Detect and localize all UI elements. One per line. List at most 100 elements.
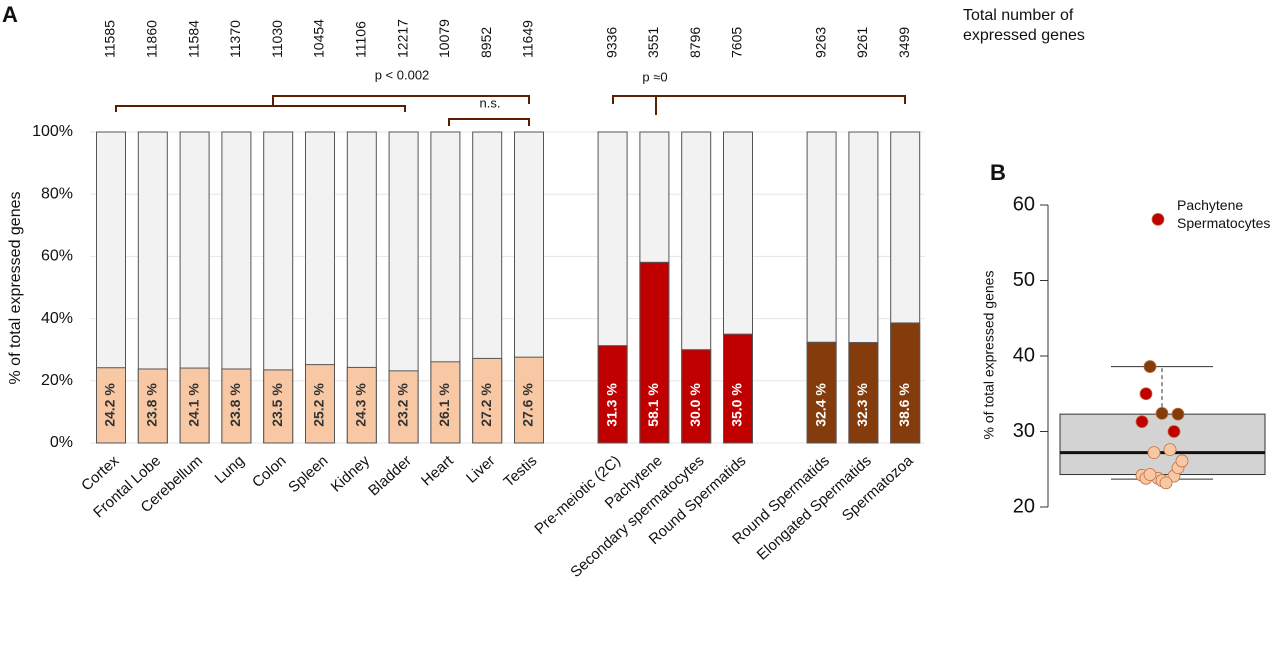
total-label: 10079 bbox=[436, 19, 452, 58]
value-label: 32.3 % bbox=[854, 383, 870, 427]
value-label: 23.8 % bbox=[227, 383, 243, 427]
totals-label: Total number of expressed genes bbox=[963, 7, 1085, 44]
value-label: 30.0 % bbox=[687, 383, 703, 427]
x-tick-label: Colon bbox=[249, 452, 290, 491]
x-tick-label: Heart bbox=[418, 452, 457, 490]
point bbox=[1151, 212, 1165, 226]
bar bbox=[430, 361, 461, 444]
bracket bbox=[612, 95, 906, 115]
value-label: 32.4 % bbox=[812, 383, 828, 427]
point bbox=[1175, 454, 1189, 468]
total-label: 9336 bbox=[603, 27, 619, 58]
value-label: 24.2 % bbox=[102, 383, 118, 427]
bracket bbox=[272, 95, 530, 106]
total-label: 9263 bbox=[812, 27, 828, 58]
bar bbox=[221, 368, 252, 444]
panel-label: A bbox=[2, 2, 18, 27]
point bbox=[1159, 476, 1173, 490]
point bbox=[1143, 468, 1157, 481]
bar bbox=[137, 368, 168, 444]
bar bbox=[96, 367, 126, 444]
bar bbox=[305, 364, 335, 444]
total-label: 3499 bbox=[896, 27, 912, 58]
bar bbox=[472, 357, 503, 444]
panel-label: B bbox=[990, 160, 1006, 185]
point bbox=[1155, 406, 1169, 420]
value-label: 35.0 % bbox=[729, 383, 745, 427]
value-label: 24.1 % bbox=[185, 383, 201, 427]
legend-label: Pachytene Spermatocytes bbox=[1177, 197, 1271, 231]
value-label: 26.1 % bbox=[436, 383, 452, 427]
value-label: 24.3 % bbox=[353, 383, 369, 427]
annotation: p ≈0 bbox=[642, 69, 667, 84]
box bbox=[1059, 413, 1266, 476]
point bbox=[1147, 446, 1161, 460]
total-label: 9261 bbox=[854, 27, 870, 58]
brackets bbox=[115, 95, 906, 126]
bar bbox=[848, 342, 879, 444]
total-label: 12217 bbox=[394, 19, 410, 58]
total-label: 11030 bbox=[269, 20, 285, 58]
point bbox=[1143, 360, 1157, 373]
bar bbox=[806, 341, 837, 444]
bar bbox=[681, 349, 712, 444]
y-tick-label: 80% bbox=[41, 185, 73, 202]
point bbox=[1163, 443, 1177, 457]
y-tick-label: 50 bbox=[1013, 269, 1035, 291]
y-tick-label: 20 bbox=[1013, 495, 1035, 517]
total-label: 11860 bbox=[144, 20, 160, 58]
bar bbox=[639, 261, 670, 444]
total-label: 3551 bbox=[645, 27, 661, 58]
total-label: 8796 bbox=[687, 27, 703, 58]
value-label: 38.6 % bbox=[896, 383, 912, 427]
x-tick-label: Bladder bbox=[365, 452, 415, 499]
y-axis-title: % of total expressed genes bbox=[981, 271, 997, 440]
annotation: p < 0.002 bbox=[375, 67, 430, 82]
total-label: 11106 bbox=[353, 21, 369, 58]
total-label: 8952 bbox=[478, 27, 494, 58]
bracket bbox=[448, 118, 530, 126]
value-label: 58.1 % bbox=[645, 383, 661, 427]
bracket bbox=[115, 105, 406, 112]
value-label: 23.2 % bbox=[394, 383, 410, 427]
value-label: 27.6 % bbox=[520, 383, 536, 427]
y-tick-label: 30 bbox=[1013, 420, 1035, 442]
x-tick-label: Lung bbox=[212, 452, 248, 487]
value-label: 23.8 % bbox=[144, 383, 160, 427]
total-label: 7605 bbox=[729, 27, 745, 58]
y-axis-title: % of total expressed genes bbox=[7, 191, 24, 384]
point bbox=[1171, 407, 1185, 421]
y-tick-label: 0% bbox=[50, 434, 73, 451]
x-tick-label: Testis bbox=[500, 452, 540, 490]
x-tick-label: Spleen bbox=[285, 452, 331, 496]
total-label: 11370 bbox=[227, 20, 243, 58]
y-tick-label: 20% bbox=[41, 372, 73, 389]
bar bbox=[346, 366, 377, 444]
point bbox=[1139, 387, 1153, 401]
x-tick-label: Liver bbox=[463, 452, 499, 486]
total-label: 11584 bbox=[185, 20, 201, 58]
y-tick-label: 60 bbox=[1013, 193, 1035, 215]
annotation: n.s. bbox=[480, 95, 501, 110]
y-tick-label: 100% bbox=[32, 123, 73, 140]
bar bbox=[263, 369, 294, 444]
bar bbox=[388, 370, 419, 444]
total-label: 10454 bbox=[311, 19, 327, 58]
y-tick-label: 60% bbox=[41, 248, 73, 265]
bar bbox=[723, 333, 753, 444]
point bbox=[1167, 425, 1181, 438]
y-tick-label: 40 bbox=[1013, 344, 1035, 366]
y-tick-label: 40% bbox=[41, 310, 73, 327]
bar bbox=[179, 367, 210, 444]
bar bbox=[890, 322, 921, 444]
value-label: 25.2 % bbox=[311, 383, 327, 427]
bar bbox=[597, 345, 628, 444]
bar bbox=[514, 356, 544, 444]
point bbox=[1135, 415, 1149, 429]
value-label: 23.5 % bbox=[269, 383, 285, 427]
value-label: 31.3 % bbox=[603, 383, 619, 427]
total-label: 11585 bbox=[102, 20, 118, 58]
total-label: 11649 bbox=[520, 20, 536, 58]
